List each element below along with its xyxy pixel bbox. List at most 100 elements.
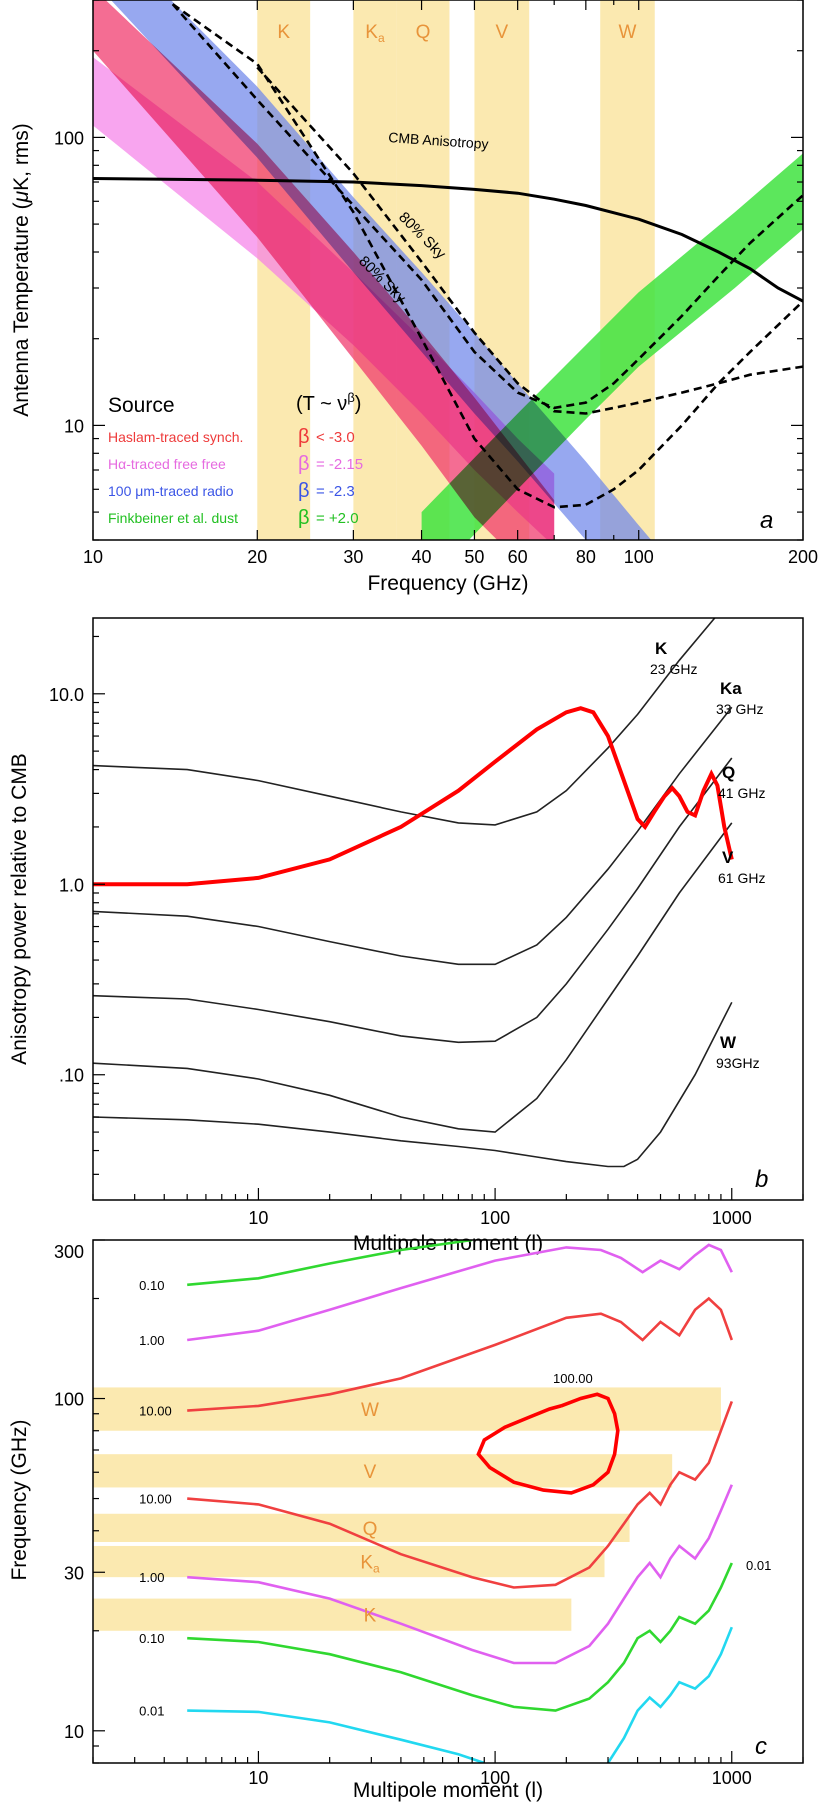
- foreground-curve-w: [93, 1001, 733, 1168]
- band-label-k: K: [277, 22, 290, 43]
- series-name-v: V: [722, 848, 734, 867]
- legend-beta-symbol: β: [298, 480, 310, 502]
- band-label-q: Q: [416, 22, 431, 43]
- series-name-ka: Ka: [720, 679, 742, 698]
- band-rect-k: [93, 1598, 572, 1631]
- y-tick-label: 100: [54, 128, 84, 148]
- panel-b-frame: [92, 617, 804, 1201]
- x-tick-label: 50: [464, 547, 484, 567]
- x-tick-label: 10: [83, 547, 103, 567]
- legend-formula: (T ~ νβ): [296, 390, 361, 415]
- contour-value-label: 0.10: [139, 1278, 164, 1293]
- panel-a-y-axis-label: Antenna Temperature (μK, rms): [10, 123, 33, 417]
- cmb-anisotropy-label: CMB Anisotropy: [388, 129, 489, 152]
- x-tick-label: 60: [508, 547, 528, 567]
- contour-line-curve_red: [187, 1400, 734, 1589]
- x-tick-label: 100: [480, 1768, 510, 1788]
- foreground-curve-ka: [93, 706, 733, 966]
- series-frequency-ka: 33 GHz: [716, 701, 763, 717]
- legend-beta-synch: < -3.0: [316, 429, 355, 446]
- contour-line-curve_red: [187, 1296, 734, 1412]
- legend-source-freefree: Hα-traced free free: [108, 456, 226, 472]
- legend-beta-radio: = -2.3: [316, 483, 355, 500]
- legend-beta-freefree: = -2.15: [316, 456, 363, 473]
- y-tick-label: .10: [59, 1066, 84, 1086]
- contour-line-cyan: [606, 1626, 734, 1763]
- foreground-curve-q: [93, 757, 733, 1044]
- contour-value-label: 0.01: [139, 1704, 164, 1719]
- sky-fraction-curve: [171, 3, 803, 410]
- legend-source-dust: Finkbeiner et al. dust: [108, 510, 238, 526]
- contour-line-highlight: [476, 1392, 620, 1495]
- x-tick-label: 80: [576, 547, 596, 567]
- band-label-q: Q: [363, 1519, 378, 1540]
- panel-c-letter: c: [755, 1733, 767, 1760]
- contour-value-label-highlight: 100.00: [553, 1371, 593, 1386]
- x-tick-label: 100: [624, 547, 654, 567]
- panel-a-letter: a: [760, 507, 773, 534]
- contour-line-curve_magenta: [187, 1243, 733, 1342]
- legend-beta-symbol: β: [298, 507, 310, 529]
- series-name-q: Q: [722, 763, 735, 782]
- x-tick-label: 10: [248, 1208, 268, 1228]
- sky-fraction-curve: [256, 66, 803, 415]
- legend-title: Source: [108, 394, 175, 417]
- panel-b-anisotropy-chart: 10 100 1000 .10 1.0 10.0 K 23 GHz Ka 33 GHz Q 41 …: [8, 617, 804, 1255]
- band-rect-ka: [93, 1545, 605, 1578]
- series-name-k: K: [655, 639, 668, 658]
- contour-value-label: 10.00: [139, 1404, 172, 1419]
- y-tick-label: 100: [54, 1390, 84, 1410]
- contour-line-curve_green: [187, 1562, 733, 1712]
- contour-value-label: 0.10: [139, 1631, 164, 1646]
- y-tick-label: 30: [64, 1563, 84, 1583]
- series-name-w: W: [720, 1033, 737, 1052]
- x-tick-label: 100: [480, 1208, 510, 1228]
- component-band-dust: [421, 153, 803, 540]
- foreground-curve-v: [93, 822, 733, 1133]
- panel-b-y-axis-label: Anisotropy power relative to CMB: [8, 753, 31, 1065]
- series-frequency-k: 23 GHz: [650, 661, 697, 677]
- x-tick-label: 1000: [712, 1768, 752, 1788]
- x-tick-label: 10: [248, 1768, 268, 1788]
- x-tick-label: 1000: [712, 1208, 752, 1228]
- y-tick-label: 10: [64, 416, 84, 436]
- x-tick-label: 20: [247, 547, 267, 567]
- panel-c-x-axis-label: Multipole moment (l): [353, 1779, 543, 1802]
- cmb-power-spectrum-curve: [93, 706, 734, 887]
- y-tick-label: 1.0: [59, 875, 84, 895]
- contour-line-cyan: [187, 1709, 485, 1763]
- series-frequency-v: 61 GHz: [718, 870, 765, 886]
- panel-a-frame: [92, 0, 804, 541]
- panel-a-x-axis-label: Frequency (GHz): [367, 572, 528, 595]
- contour-line-curve_green: [187, 1240, 473, 1287]
- band-label-w: W: [619, 22, 637, 43]
- band-rect-w: [600, 0, 655, 540]
- y-tick-label: 10: [64, 1722, 84, 1742]
- sky-fraction-curve: [171, 3, 803, 509]
- x-tick-label: 40: [412, 547, 432, 567]
- cmb-anisotropy-curve: [93, 177, 803, 303]
- y-tick-label: 300: [54, 1242, 84, 1262]
- band-label-w: W: [361, 1400, 379, 1421]
- contour-value-label: 1.00: [139, 1333, 164, 1348]
- legend-source-synch: Haslam-traced synch.: [108, 429, 243, 445]
- band-label-v: V: [495, 22, 508, 43]
- contour-value-label: 10.00: [139, 1492, 172, 1507]
- legend-beta-symbol: β: [298, 453, 310, 475]
- band-rect-v: [93, 1454, 673, 1488]
- band-label-k: K: [364, 1606, 377, 1627]
- contour-value-label: 0.01: [746, 1558, 771, 1573]
- contour-value-label: 1.00: [139, 1570, 164, 1585]
- contour-line-curve_magenta: [187, 1484, 733, 1665]
- band-rect-w: [93, 1387, 721, 1431]
- legend-beta-symbol: β: [298, 426, 310, 448]
- panel-b-letter: b: [755, 1166, 768, 1193]
- x-tick-label: 200: [788, 547, 818, 567]
- foreground-curve-k: [93, 618, 716, 826]
- legend-beta-dust: = +2.0: [316, 510, 359, 527]
- y-tick-label: 10.0: [49, 685, 84, 705]
- band-label-v: V: [364, 1462, 377, 1483]
